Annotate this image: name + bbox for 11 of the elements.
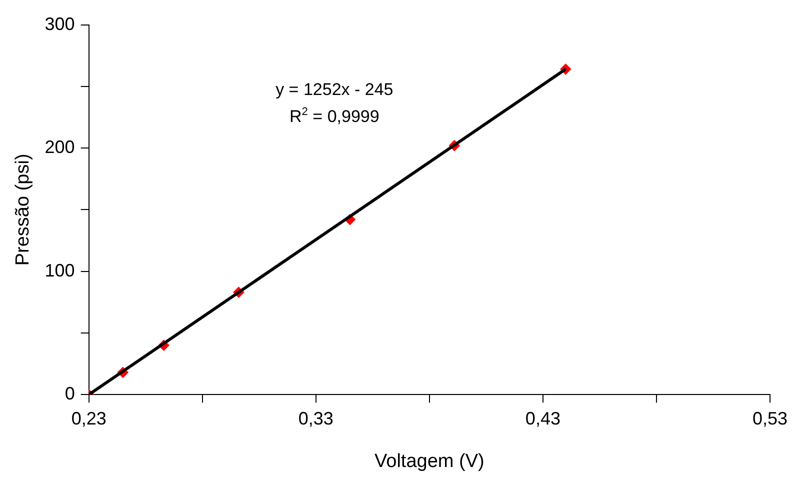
y-tick-label: 200: [44, 137, 75, 158]
x-tick-label: 0,53: [752, 408, 788, 428]
y-axis-title: Pressão (psi): [12, 154, 34, 266]
x-tick-label: 0,23: [71, 408, 106, 428]
x-axis-title: Voltagem (V): [374, 450, 484, 472]
y-tick-label: 0: [64, 384, 75, 404]
y-tick-label: 100: [44, 260, 75, 280]
y-tick-label: 300: [44, 14, 75, 34]
x-tick-label: 0,43: [525, 408, 560, 428]
x-tick-label: 0,33: [298, 408, 334, 428]
annotation: y = 1252x - 245: [276, 80, 394, 99]
